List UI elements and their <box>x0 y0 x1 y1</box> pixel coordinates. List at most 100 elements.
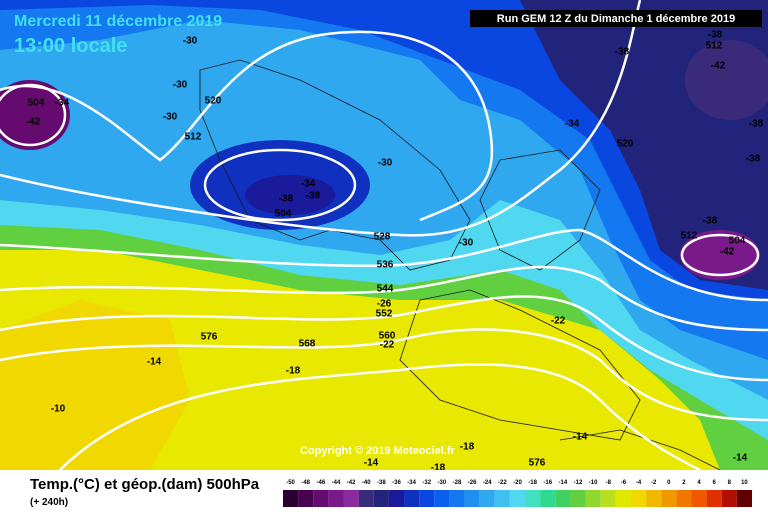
legend-tick-label: -50 <box>286 480 295 486</box>
legend-tick-label: -46 <box>316 480 325 486</box>
legend-swatch <box>691 490 707 507</box>
legend-tick-label: -44 <box>332 480 341 486</box>
legend-tick-label: -30 <box>438 480 447 486</box>
legend-swatch <box>706 490 722 507</box>
legend-tick-label: -6 <box>621 480 627 486</box>
legend-tick-label: -10 <box>589 480 598 486</box>
run: Run GEM 12 Z du Dimanche 1 décembre 2019 <box>497 13 735 25</box>
contour-label: 504 <box>275 209 292 220</box>
contour-label: 520 <box>617 139 634 150</box>
contour-label: -26 <box>377 299 392 310</box>
legend-tick-label: -36 <box>392 480 401 486</box>
contour-label: -34 <box>301 179 316 190</box>
contour-label: -38 <box>279 194 294 205</box>
contour-label: 536 <box>377 260 394 271</box>
legend-swatch <box>373 490 389 507</box>
legend-swatch <box>434 490 450 507</box>
legend-tick-label: -20 <box>513 480 522 486</box>
legend-tick-label: -4 <box>636 480 642 486</box>
time: 13:00 locale <box>14 35 127 57</box>
contour-label: 512 <box>185 132 202 143</box>
legend-tick-label: 8 <box>728 480 732 486</box>
legend-tick-label: 2 <box>682 480 686 486</box>
contour-label: -14 <box>573 432 588 443</box>
isohypses <box>0 0 768 422</box>
legend-tick-label: -18 <box>528 480 537 486</box>
legend-swatch <box>479 490 495 507</box>
legend-tick-label: -12 <box>574 480 583 486</box>
legend-swatch <box>570 490 586 507</box>
contour-label: 552 <box>376 309 393 320</box>
contour-label: -18 <box>460 442 475 453</box>
legend-swatch <box>283 490 299 507</box>
legend-tick-label: 4 <box>697 480 701 486</box>
contour-label: -14 <box>733 453 748 464</box>
legend-swatch <box>540 490 556 507</box>
contour-label: 576 <box>529 458 546 469</box>
legend-tick-label: -8 <box>606 480 612 486</box>
legend-tick-label: 0 <box>667 480 671 486</box>
legend-tick-label: -24 <box>483 480 492 486</box>
contour-label: -34 <box>565 119 580 130</box>
contour-label: -38 <box>708 30 723 41</box>
legend-swatch <box>298 490 314 507</box>
contour-label: -18 <box>431 463 446 474</box>
contour-label: -14 <box>147 357 162 368</box>
legend-tick-label: -40 <box>362 480 371 486</box>
legend-tick-label: -48 <box>301 480 310 486</box>
legend-swatch <box>494 490 510 507</box>
contour-label: -38 <box>703 216 718 227</box>
contour-label: -22 <box>380 340 395 351</box>
contour-label: -30 <box>173 80 188 91</box>
legend-tick-label: -42 <box>347 480 356 486</box>
contour-label: 528 <box>374 232 391 243</box>
contour-label: -38 <box>615 47 630 58</box>
run-box <box>470 10 762 27</box>
contour-label: 520 <box>205 96 222 107</box>
legend-swatch <box>449 490 465 507</box>
legend-swatch <box>661 490 677 507</box>
contour-label: 544 <box>377 284 394 295</box>
contour-label: -34 <box>55 98 70 109</box>
legend-swatch <box>343 490 359 507</box>
contour-label: -18 <box>286 366 301 377</box>
contour-label: -42 <box>720 247 735 258</box>
legend-swatch <box>328 490 344 507</box>
legend-swatch <box>721 490 737 507</box>
legend-swatch <box>358 490 374 507</box>
legend-swatch <box>600 490 616 507</box>
contour-label: -14 <box>364 458 379 469</box>
contour-label: -30 <box>378 158 393 169</box>
legend-tick-label: -34 <box>407 480 416 486</box>
legend-tick-label: -32 <box>422 480 431 486</box>
contour-label: -42 <box>26 117 41 128</box>
legend-swatch <box>615 490 631 507</box>
legend-swatch <box>419 490 435 507</box>
legend-tick-label: -14 <box>559 480 568 486</box>
legend-swatch <box>313 490 329 507</box>
legend-tick-label: 6 <box>713 480 717 486</box>
contour-label: -10 <box>51 404 66 415</box>
legend-swatch <box>388 490 405 507</box>
contour-label: -38 <box>749 119 764 130</box>
footer-lead: (+ 240h) <box>30 497 68 508</box>
contour-label: -22 <box>551 316 566 327</box>
legend-tick-label: -28 <box>453 480 462 486</box>
color-legend: -50 -48 -46 -44 -42 -40 -38 -36 -34 -32 -30 -28 -26-… <box>283 480 752 507</box>
legend-swatch <box>555 490 571 507</box>
legend-swatch <box>736 490 752 507</box>
legend-swatch <box>404 490 420 507</box>
legend-tick-label: -26 <box>468 480 477 486</box>
contour-label: -38 <box>306 191 321 202</box>
legend-swatch <box>646 490 662 507</box>
legend-swatch <box>464 490 480 507</box>
contour-label: -30 <box>459 238 474 249</box>
legend-swatch <box>676 490 692 507</box>
legend-swatch <box>525 490 541 507</box>
contour-label: -42 <box>711 61 726 72</box>
copyright: Copyright © 2019 Meteociel.fr <box>300 445 456 457</box>
date: Mercredi 11 décembre 2019 <box>14 13 222 30</box>
contour-label: -30 <box>163 112 178 123</box>
